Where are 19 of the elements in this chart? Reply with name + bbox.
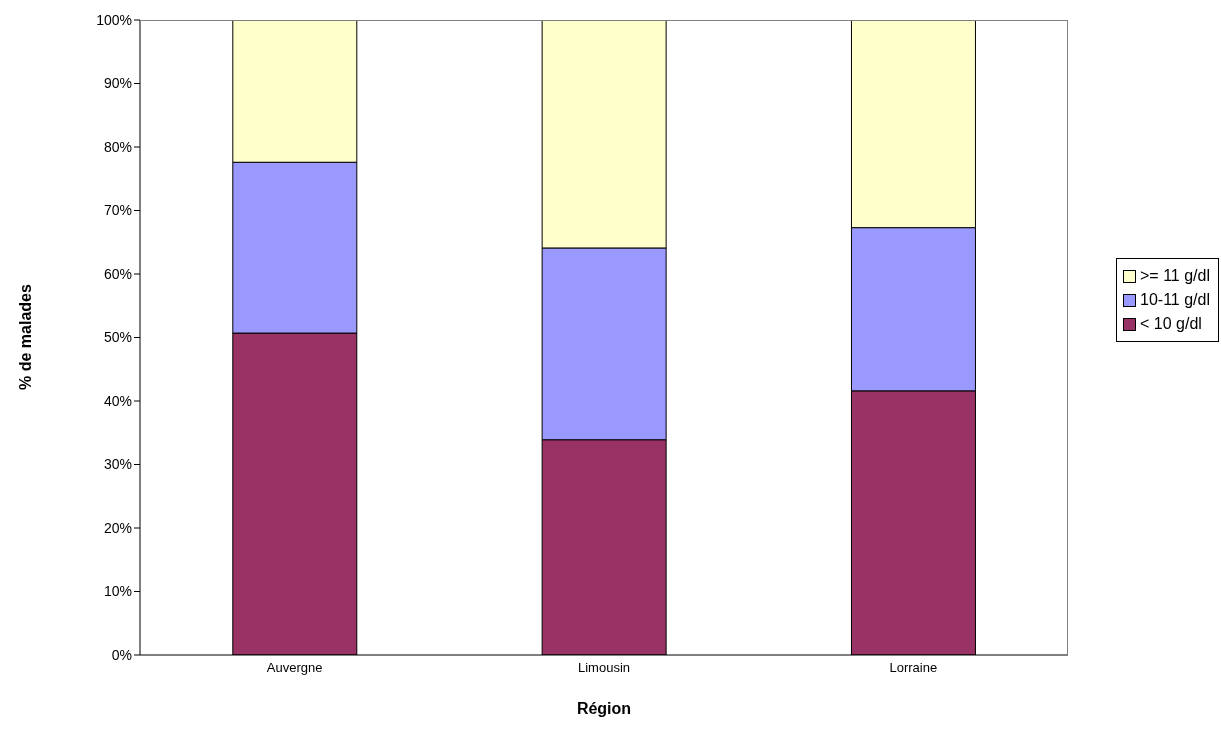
y-tick-label: 60% — [103, 265, 132, 282]
y-tick-label: 90% — [103, 75, 132, 92]
y-tick-label: 40% — [103, 392, 132, 409]
x-tick-label: Lorraine — [889, 660, 938, 676]
y-axis-title: % de malades — [17, 282, 35, 392]
y-tick-label: 70% — [103, 202, 132, 219]
legend-label: < 10 g/dl — [1140, 314, 1202, 334]
y-tick-label: 0% — [111, 646, 132, 663]
y-tick-label: 50% — [103, 329, 132, 346]
x-tick-label: Limousin — [577, 660, 631, 676]
y-tick-label: 80% — [103, 138, 132, 155]
y-tick-label: 20% — [103, 519, 132, 536]
y-tick-label: 10% — [103, 583, 132, 600]
y-tick-label: 30% — [103, 456, 132, 473]
y-tick-label: 100% — [96, 11, 132, 28]
legend-label: >= 11 g/dl — [1140, 266, 1210, 286]
legend-label: 10-11 g/dl — [1140, 290, 1210, 310]
x-tick-label: Auvergne — [266, 660, 323, 676]
x-axis-title: Région — [575, 700, 633, 718]
